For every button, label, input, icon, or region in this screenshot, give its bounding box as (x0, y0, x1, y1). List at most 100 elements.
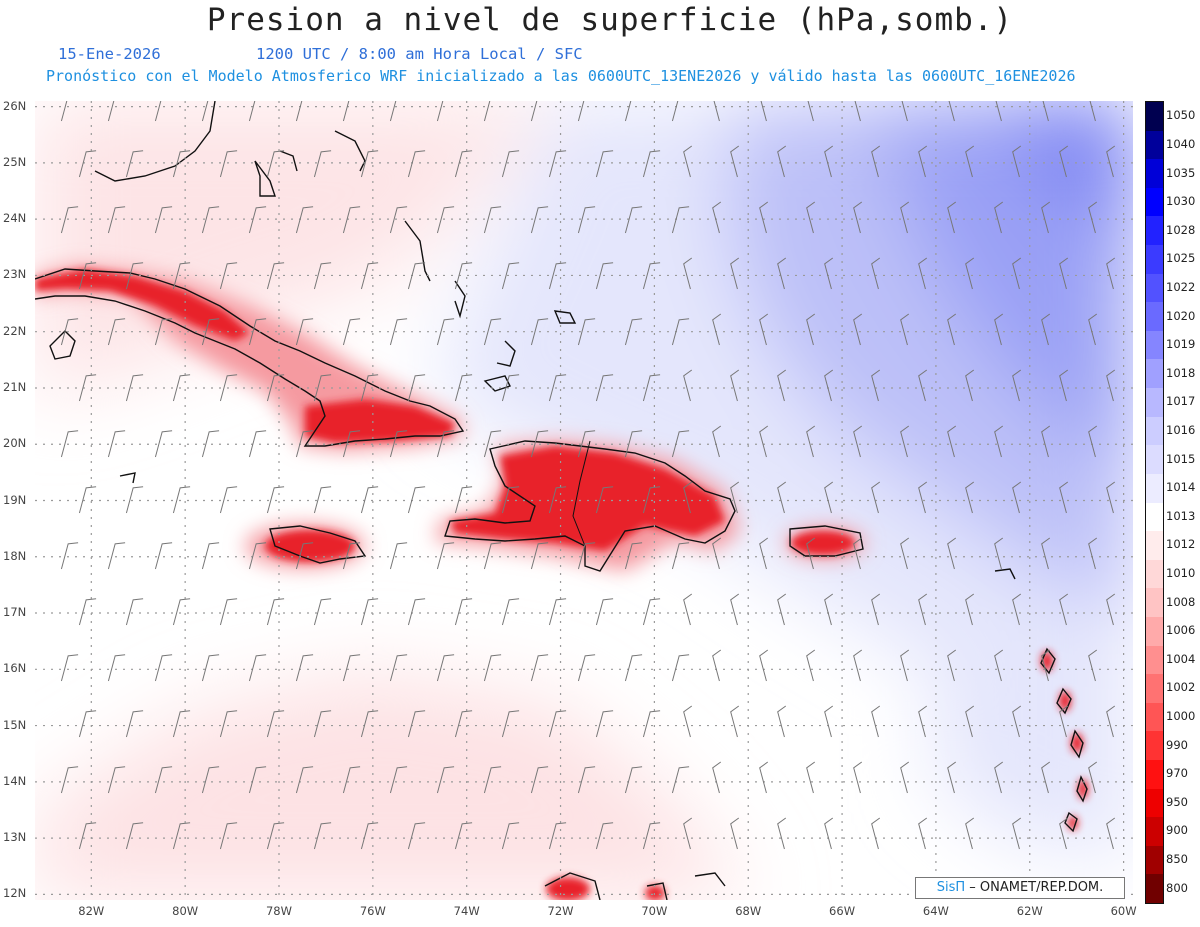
wind-barb (107, 430, 126, 458)
wind-barb (172, 374, 191, 402)
wind-barb (1041, 201, 1051, 234)
wind-barb (342, 206, 361, 234)
wind-barb (1106, 145, 1116, 178)
colorbar-level-label: 850 (1166, 852, 1188, 867)
wind-barb (313, 374, 332, 402)
wind-barb (483, 430, 502, 458)
wind-barb (577, 206, 596, 234)
colorbar-level-label: 1008 (1166, 594, 1196, 609)
wind-barb (436, 318, 455, 346)
wind-barb (501, 262, 520, 290)
wind-barb (342, 542, 361, 570)
wind-barb (389, 766, 408, 794)
colorbar-level-label: 800 (1166, 880, 1188, 895)
lat-label: 12N (3, 886, 27, 901)
colorbar-level-label: 1010 (1166, 566, 1196, 581)
colorbar-segment (1146, 502, 1163, 532)
wind-barb (389, 206, 408, 234)
wind-barb (78, 486, 97, 514)
wind-barb (730, 369, 740, 402)
wind-barb (60, 101, 68, 122)
wind-barb (683, 369, 693, 402)
wind-barb (219, 822, 238, 850)
wind-barb (501, 150, 520, 178)
wind-barb (201, 654, 220, 682)
wind-barb (824, 593, 834, 626)
wind-barb (947, 761, 957, 794)
wind-barb (871, 817, 881, 850)
wind-barb (407, 150, 426, 178)
wind-barb (853, 649, 863, 682)
wind-barb (454, 598, 473, 626)
wind-barb (436, 542, 455, 570)
wind-barb (266, 598, 285, 626)
lat-label: 15N (3, 717, 27, 732)
wind-barb (759, 649, 769, 682)
colorbar-segment (1146, 702, 1163, 732)
wind-barb (918, 817, 928, 850)
colorbar-segment (1146, 531, 1163, 561)
wind-barb (683, 817, 693, 850)
wind-barb (266, 710, 285, 738)
wind-barb (759, 761, 769, 794)
colorbar-level-label: 1040 (1166, 136, 1196, 151)
wind-barb (806, 313, 816, 346)
wind-barb (125, 374, 144, 402)
wind-barb (595, 486, 614, 514)
wind-barb (172, 598, 191, 626)
wind-barb (548, 710, 567, 738)
wind-barb (313, 598, 332, 626)
wind-barb (947, 201, 957, 234)
wind-barb (994, 201, 1004, 234)
wind-barb (154, 766, 173, 794)
colorbar-segment (1146, 616, 1163, 647)
wind-barb (172, 822, 191, 850)
lat-label: 20N (3, 436, 27, 451)
wind-barb (407, 598, 426, 626)
wind-barbs (60, 101, 1116, 850)
colorbar-segment (1146, 388, 1163, 418)
wind-barb (683, 257, 693, 290)
wind-barb (266, 374, 285, 402)
colorbar-level-label: 970 (1166, 766, 1188, 781)
wind-barb (78, 822, 97, 850)
wind-barb (853, 313, 863, 346)
wind-barb (683, 593, 693, 626)
wind-barb (900, 201, 910, 234)
wind-barb (360, 150, 379, 178)
wind-barb (360, 262, 379, 290)
wind-barb (759, 537, 769, 570)
wind-barb (995, 101, 1002, 122)
wind-barb (900, 537, 910, 570)
chart-title: Presion a nivel de superficie (hPa,somb.… (206, 2, 1014, 38)
wind-barb (295, 654, 314, 682)
wind-barb (824, 705, 834, 738)
lat-label: 16N (3, 661, 27, 676)
wind-barb (60, 206, 79, 234)
wind-barb (295, 206, 314, 234)
wind-barb (777, 705, 787, 738)
wind-barb (994, 425, 1004, 458)
wind-barb (360, 710, 379, 738)
wind-barb (530, 206, 549, 234)
colorbar-segment (1146, 817, 1163, 847)
wind-barb (1012, 593, 1022, 626)
wind-barb (483, 654, 502, 682)
wind-barb (313, 822, 332, 850)
wind-barb (60, 542, 79, 570)
sispi-logo: SisΠ (936, 880, 966, 895)
wind-barb (671, 542, 690, 570)
wind-barb (107, 766, 126, 794)
lon-label: 62W (1016, 904, 1043, 918)
wind-barb (219, 486, 238, 514)
wind-barb (389, 430, 408, 458)
lat-label: 19N (3, 492, 27, 507)
wind-barb (360, 822, 379, 850)
wind-barb (712, 425, 722, 458)
wind-barb (965, 593, 975, 626)
wind-barb (712, 313, 722, 346)
valid-time: 1200 UTC / 8:00 am Hora Local / SFC (256, 45, 583, 63)
wind-barb (1106, 257, 1116, 290)
wind-barb (342, 430, 361, 458)
wind-barb (154, 101, 162, 122)
